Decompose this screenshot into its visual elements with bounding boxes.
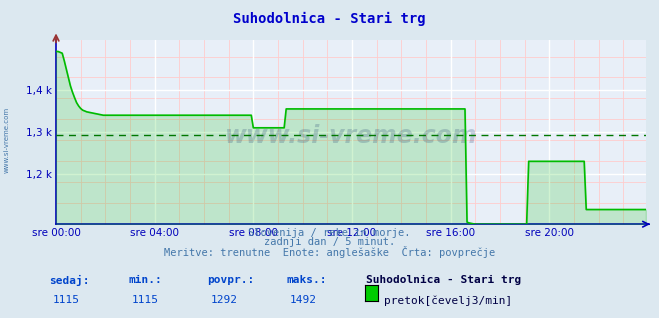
Text: Meritve: trenutne  Enote: anglešaške  Črta: povprečje: Meritve: trenutne Enote: anglešaške Črta… (164, 246, 495, 259)
Text: 1292: 1292 (211, 295, 238, 305)
Text: maks.:: maks.: (287, 275, 327, 285)
Text: 1492: 1492 (290, 295, 317, 305)
Text: 1115: 1115 (53, 295, 80, 305)
Text: min.:: min.: (129, 275, 162, 285)
Text: sedaj:: sedaj: (49, 275, 90, 286)
Text: Suhodolnica - Stari trg: Suhodolnica - Stari trg (233, 12, 426, 26)
Text: www.si-vreme.com: www.si-vreme.com (225, 124, 477, 148)
Text: pretok[čevelj3/min]: pretok[čevelj3/min] (384, 295, 512, 306)
Text: zadnji dan / 5 minut.: zadnji dan / 5 minut. (264, 237, 395, 247)
Text: Suhodolnica - Stari trg: Suhodolnica - Stari trg (366, 275, 521, 285)
Text: 1115: 1115 (132, 295, 159, 305)
Text: Slovenija / reke in morje.: Slovenija / reke in morje. (248, 228, 411, 238)
Text: povpr.:: povpr.: (208, 275, 255, 285)
Text: www.si-vreme.com: www.si-vreme.com (3, 107, 10, 173)
